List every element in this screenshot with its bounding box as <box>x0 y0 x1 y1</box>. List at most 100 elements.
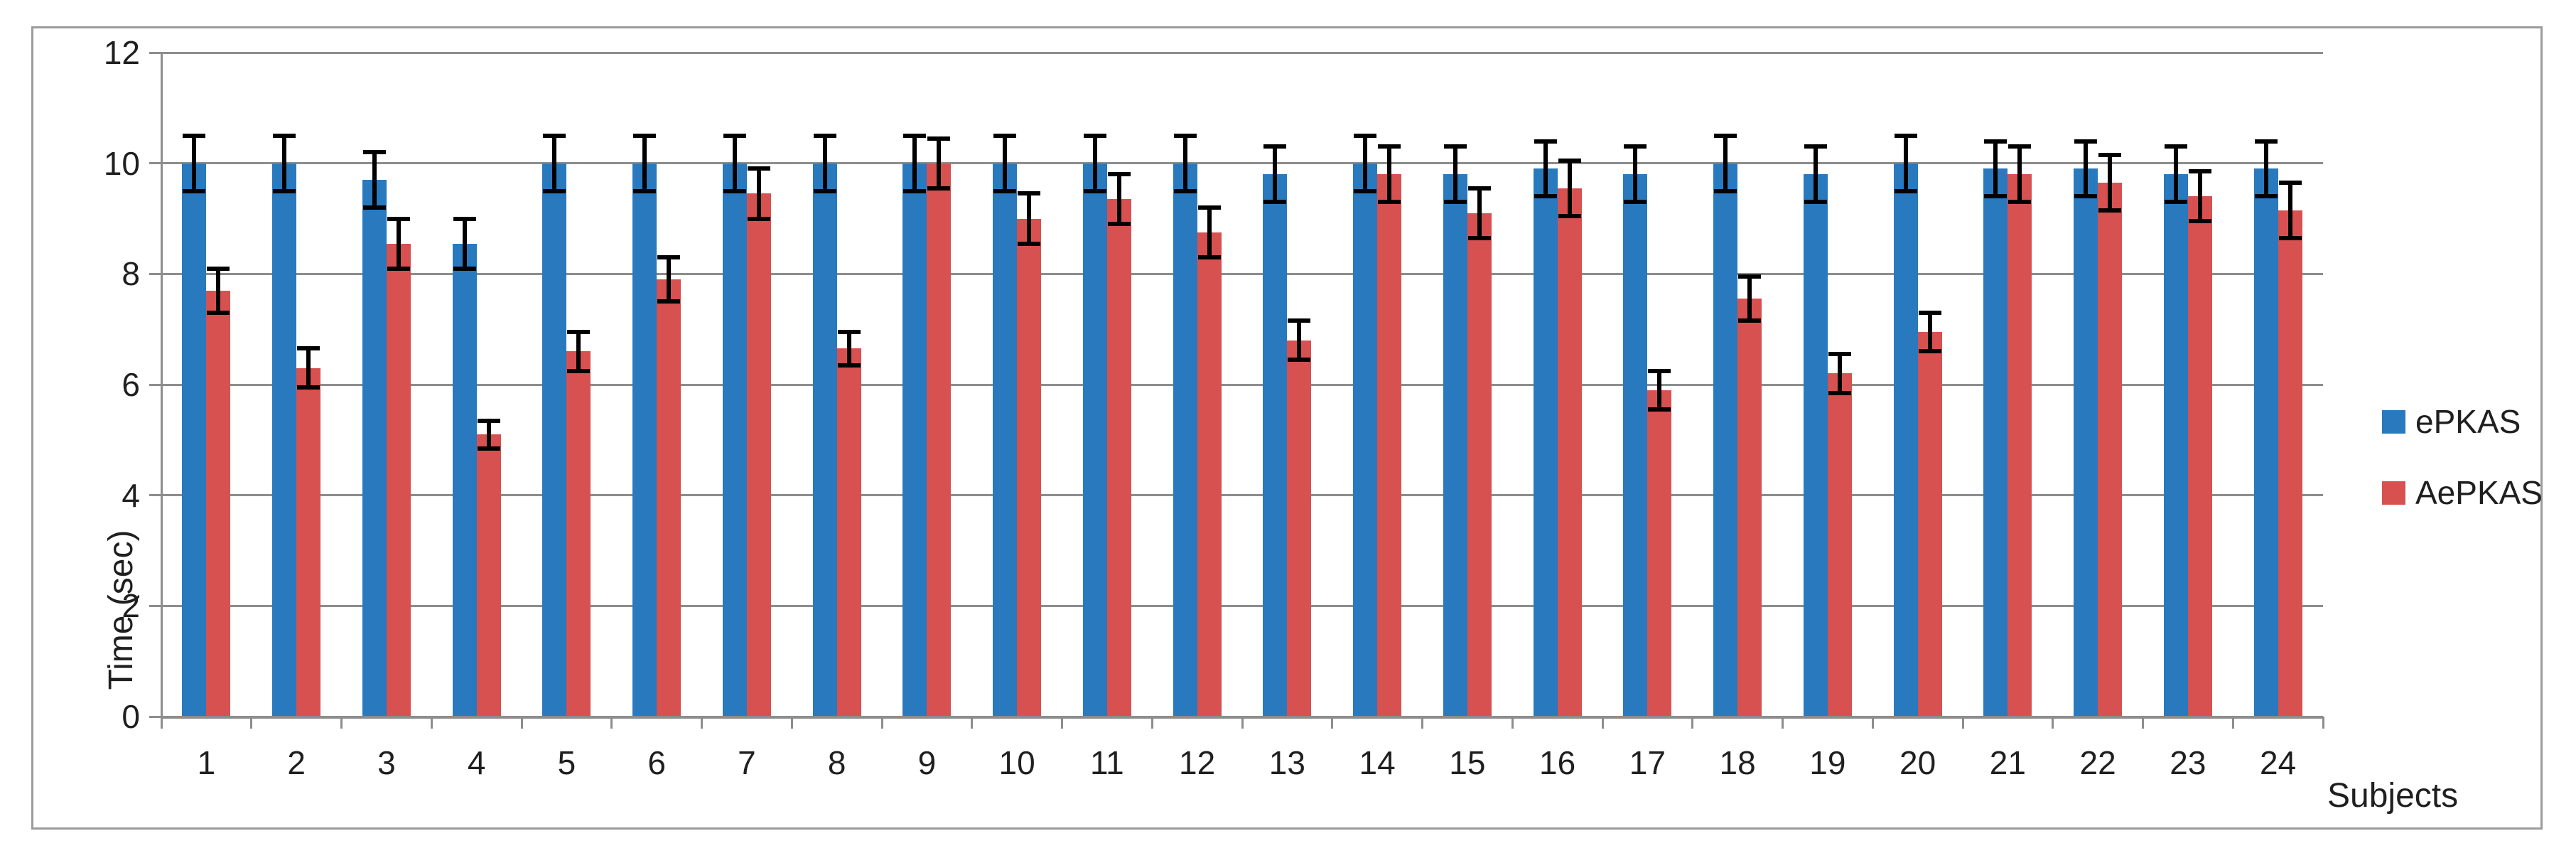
plot-area: 0 2 4 6 8 10 12 1 2 3 4 5 6 7 8 9 10 11 12 13 14 15 16 17 18 19 20… <box>33 28 2540 827</box>
x-tick-12 <box>1241 717 1244 729</box>
error-bar-line-aepkas-10 <box>1027 193 1032 244</box>
x-axis-line <box>161 715 2323 719</box>
error-bar-line-epkas-14 <box>1363 135 1368 191</box>
bar-epkas-18 <box>1713 163 1738 717</box>
error-bar-cap-bottom-epkas-14 <box>1354 188 1377 193</box>
error-bar-line-aepkas-5 <box>576 332 581 371</box>
error-bar-cap-bottom-epkas-24 <box>2254 194 2278 199</box>
error-bar-cap-top-aepkas-13 <box>1288 318 1311 323</box>
error-bar-cap-top-aepkas-10 <box>1018 191 1041 196</box>
y-tick-label: 2 <box>122 587 140 625</box>
error-bar-cap-top-epkas-1 <box>183 133 206 138</box>
x-tick-label: 4 <box>467 744 486 781</box>
bar-epkas-4 <box>452 243 477 717</box>
y-tick-12 <box>149 51 161 54</box>
error-bar-line-aepkas-24 <box>2287 182 2292 238</box>
bar-epkas-21 <box>1983 168 2008 717</box>
error-bar-line-epkas-1 <box>192 135 197 191</box>
error-bar-line-epkas-2 <box>282 135 287 191</box>
error-bar-cap-top-epkas-16 <box>1534 139 1557 144</box>
bar-aepkas-5 <box>566 351 591 717</box>
error-bar-line-epkas-4 <box>462 218 467 269</box>
x-tick-11 <box>1150 717 1153 729</box>
error-bar-line-epkas-16 <box>1543 141 1548 197</box>
error-bar-cap-bottom-epkas-21 <box>1984 194 2008 199</box>
error-bar-cap-bottom-aepkas-18 <box>1738 318 1762 323</box>
x-tick-label: 14 <box>1359 744 1396 781</box>
x-tick-label: 13 <box>1268 744 1305 781</box>
error-bar-cap-bottom-aepkas-16 <box>1558 213 1581 218</box>
error-bar-line-epkas-5 <box>552 135 557 191</box>
x-tick-label: 17 <box>1629 744 1666 781</box>
y-tick-label: 10 <box>103 144 140 182</box>
bar-aepkas-21 <box>2008 174 2032 717</box>
error-bar-line-epkas-9 <box>912 135 917 191</box>
error-bar-line-aepkas-14 <box>1387 146 1392 203</box>
error-bar-line-epkas-23 <box>2173 146 2178 203</box>
bar-aepkas-20 <box>1917 332 1942 717</box>
error-bar-cap-top-aepkas-22 <box>2098 152 2122 157</box>
error-bar-cap-bottom-aepkas-20 <box>1918 349 1941 354</box>
error-bar-line-epkas-17 <box>1633 146 1638 203</box>
error-bar-cap-bottom-epkas-5 <box>543 188 566 193</box>
error-bar-cap-top-aepkas-14 <box>1378 144 1401 149</box>
x-tick-label: 21 <box>1989 744 2026 781</box>
x-tick-label: 6 <box>647 744 666 781</box>
x-tick-label: 10 <box>998 744 1035 781</box>
error-bar-cap-top-epkas-2 <box>273 133 296 138</box>
error-bar-cap-top-epkas-20 <box>1894 133 1917 138</box>
error-bar-line-aepkas-2 <box>306 348 311 387</box>
bar-aepkas-9 <box>927 163 952 717</box>
y-tick-8 <box>149 272 161 275</box>
error-bar-cap-bottom-aepkas-4 <box>477 446 500 451</box>
x-tick-9 <box>971 717 974 729</box>
y-axis-line <box>160 53 163 717</box>
bar-aepkas-8 <box>836 348 861 717</box>
bar-epkas-15 <box>1443 174 1467 717</box>
error-bar-line-epkas-7 <box>732 135 737 191</box>
bar-aepkas-1 <box>206 290 231 717</box>
error-bar-cap-bottom-epkas-13 <box>1263 200 1287 205</box>
error-bar-line-aepkas-4 <box>486 420 491 449</box>
error-bar-cap-bottom-epkas-22 <box>2074 194 2098 199</box>
error-bar-cap-top-epkas-23 <box>2164 144 2187 149</box>
error-bar-cap-top-aepkas-8 <box>837 330 861 335</box>
bar-aepkas-19 <box>1827 373 1852 717</box>
error-bar-cap-top-epkas-8 <box>813 133 836 138</box>
error-bar-cap-bottom-aepkas-17 <box>1648 407 1671 412</box>
error-bar-cap-top-aepkas-2 <box>297 346 320 351</box>
x-tick-4 <box>520 717 523 729</box>
bar-epkas-3 <box>362 180 387 717</box>
error-bar-cap-bottom-aepkas-11 <box>1107 222 1131 227</box>
error-bar-cap-top-epkas-10 <box>993 133 1017 138</box>
bar-epkas-5 <box>542 163 567 717</box>
error-bar-cap-top-aepkas-23 <box>2188 169 2211 174</box>
error-bar-cap-bottom-aepkas-21 <box>2008 200 2032 205</box>
error-bar-cap-bottom-aepkas-6 <box>657 299 681 304</box>
error-bar-cap-top-aepkas-1 <box>207 266 230 271</box>
bar-epkas-12 <box>1173 163 1197 717</box>
x-tick-label: 2 <box>287 744 306 781</box>
error-bar-line-epkas-10 <box>1003 135 1008 191</box>
bar-epkas-19 <box>1803 174 1828 717</box>
x-tick-1 <box>250 717 253 729</box>
error-bar-cap-top-epkas-18 <box>1714 133 1737 138</box>
x-tick-label: 23 <box>2170 744 2206 781</box>
error-bar-line-aepkas-12 <box>1207 207 1212 257</box>
error-bar-line-aepkas-16 <box>1567 160 1572 216</box>
error-bar-line-aepkas-8 <box>846 332 851 365</box>
gridline-y-4 <box>161 494 2323 497</box>
error-bar-cap-bottom-epkas-7 <box>723 188 746 193</box>
error-bar-line-aepkas-1 <box>216 268 221 313</box>
x-tick-24 <box>2322 717 2324 729</box>
x-tick-label: 15 <box>1449 744 1486 781</box>
x-tick-16 <box>1601 717 1604 729</box>
error-bar-cap-top-aepkas-17 <box>1648 368 1671 373</box>
x-tick-label: 16 <box>1539 744 1576 781</box>
x-tick-label: 22 <box>2079 744 2116 781</box>
bar-aepkas-2 <box>296 368 321 717</box>
bar-epkas-16 <box>1533 168 1558 717</box>
error-bar-cap-bottom-epkas-2 <box>273 188 296 193</box>
x-tick-23 <box>2231 717 2234 729</box>
